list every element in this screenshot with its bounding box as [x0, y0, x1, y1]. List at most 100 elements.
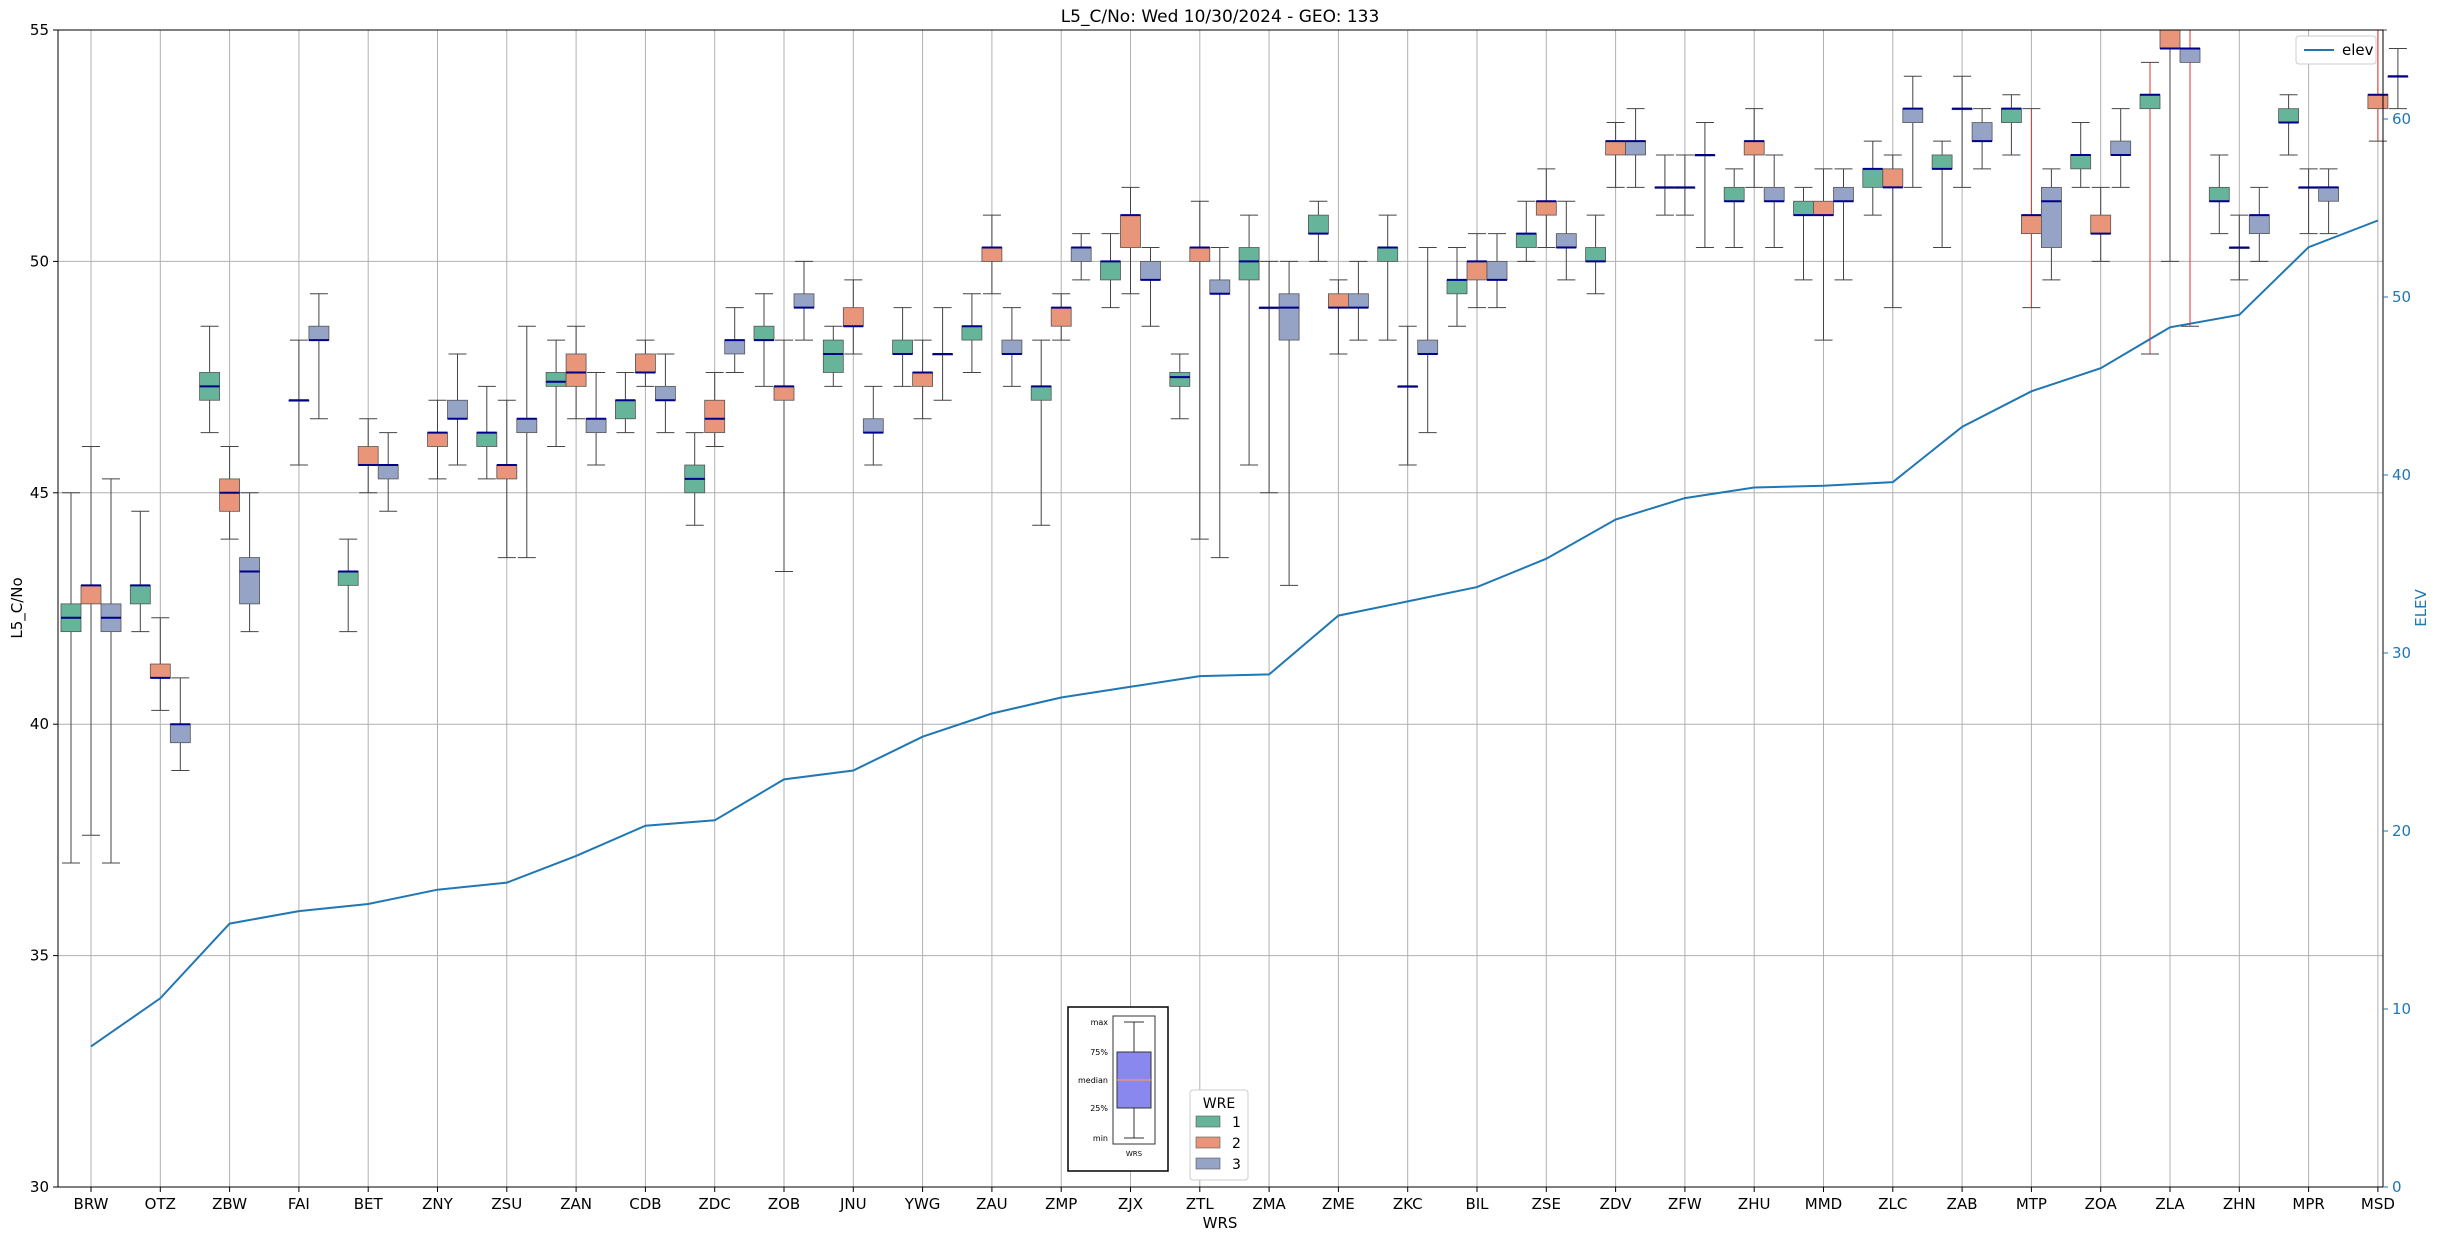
box-body: [1902, 108, 1924, 123]
wre-legend: WRE 1 2 3: [1189, 1089, 1249, 1181]
box-wre1-JNU: [822, 325, 844, 387]
x-tick-label: ZAB: [1947, 1195, 1978, 1213]
box-body: [842, 307, 864, 327]
wre-legend-label-3: 3: [1232, 1157, 1241, 1173]
y2-tick-label: 50: [2392, 288, 2411, 306]
box-body: [2278, 108, 2300, 123]
y2-tick-label: 0: [2392, 1178, 2402, 1196]
wre-legend-label-1: 1: [1232, 1115, 1241, 1131]
box-wre3-ZLC: [1902, 75, 1924, 188]
box-wre1-ZJX: [1100, 233, 1121, 309]
box-body: [2318, 186, 2340, 202]
box-wre2-ZAB: [1951, 75, 1973, 188]
box-wre2-ZSU: [496, 399, 518, 559]
box-wre2-BET: [357, 418, 379, 494]
box-wre2-ZDV: [1605, 122, 1626, 188]
x-tick-label: ZHN: [2223, 1195, 2256, 1213]
box-wre3-OTZ: [169, 677, 191, 771]
box-wre1-ZOB: [753, 293, 775, 387]
box-body: [2090, 214, 2112, 235]
box-body: [2070, 154, 2092, 170]
box-body: [1625, 140, 1646, 156]
box-wre2-ZKC: [1397, 325, 1419, 466]
x-tick-label: ZOB: [768, 1195, 800, 1213]
box-body: [2001, 108, 2022, 123]
box-wre1-ZAU: [961, 293, 983, 373]
box-body: [753, 325, 775, 341]
box-body: [1070, 247, 1092, 262]
box-body: [337, 571, 359, 586]
box-wre1-ZSE: [1515, 200, 1537, 262]
box-wre2-MMD: [1813, 168, 1834, 341]
key-label-median: median: [1078, 1076, 1108, 1085]
box-body: [615, 399, 636, 420]
box-wre3-ZKC: [1417, 247, 1439, 434]
box-body: [1446, 279, 1468, 295]
box-wre1-ZLC: [1862, 140, 1884, 216]
box-wre2-FAI: [288, 339, 310, 466]
box-wre1-ZAB: [1931, 140, 1953, 249]
box-wre2-YWG: [912, 339, 933, 420]
box-body: [2041, 186, 2062, 248]
box-wre2-MPR: [2298, 168, 2320, 235]
box-body: [219, 478, 241, 512]
x-tick-label: ZNY: [422, 1195, 453, 1213]
x-tick-label: ZFW: [1668, 1195, 1702, 1213]
box-wre3-ZAB: [1971, 108, 1993, 170]
box-body: [912, 372, 933, 387]
box-body: [1862, 168, 1884, 188]
box-wre1-ZSU: [476, 385, 498, 480]
wre-legend-label-2: 2: [1232, 1136, 1241, 1152]
box-body: [2208, 186, 2230, 202]
box-body: [1515, 233, 1537, 248]
box-body: [169, 723, 191, 744]
box-wre3-JNU: [862, 385, 884, 466]
box-wre2-JNU: [842, 279, 864, 355]
box-wre3-ZMP: [1070, 233, 1092, 281]
box-body: [1120, 214, 1141, 248]
box-wre3-ZSE: [1555, 200, 1577, 281]
box-wre3-BET: [377, 432, 399, 512]
box-wre2-ZOA: [2090, 186, 2112, 262]
box-wre2-ZSE: [1535, 168, 1557, 249]
x-tick-label: BET: [354, 1195, 384, 1213]
box-wre2-ZFW: [1674, 154, 1696, 216]
x-tick-label: MMD: [1805, 1195, 1842, 1213]
box-body: [724, 339, 746, 355]
box-wre3-ZAU: [1001, 307, 1023, 387]
box-body: [377, 464, 399, 480]
box-body: [585, 418, 607, 434]
box-wre1-ZKC: [1377, 214, 1399, 341]
box-layer: [60, 29, 2409, 864]
y-tick-label: 30: [30, 1178, 49, 1196]
plot-frame: [57, 29, 2384, 1188]
box-body: [1585, 247, 1606, 262]
x-tick-label: ZMA: [1252, 1195, 1286, 1213]
x-tick-label: OTZ: [145, 1195, 176, 1213]
box-body: [2179, 48, 2201, 63]
box-body: [1555, 233, 1577, 248]
y2-tick-label: 10: [2392, 1000, 2411, 1018]
box-wre1-BIL: [1446, 247, 1468, 327]
wre-legend-title: WRE: [1203, 1096, 1235, 1112]
box-wre1-YWG: [892, 307, 913, 387]
box-wre2-ZLC: [1882, 154, 1904, 309]
box-body: [1971, 122, 1993, 142]
box-body: [1377, 247, 1399, 262]
x-tick-label: ZSE: [1532, 1195, 1561, 1213]
y-tick-label: 35: [30, 947, 49, 965]
box-body: [793, 293, 815, 309]
box-wre2-BIL: [1466, 233, 1488, 309]
box-wre2-ZNY: [427, 399, 448, 480]
box-body: [2110, 140, 2132, 156]
box-body: [635, 353, 656, 373]
box-wre3-ZOA: [2110, 108, 2132, 188]
box-wre2-ZBW: [219, 446, 241, 540]
boxplot-key-inset: max 75% median 25% min WRS: [1067, 1006, 1169, 1172]
box-body: [655, 385, 676, 401]
x-tick-label: ZDC: [699, 1195, 731, 1213]
box-body: [773, 385, 795, 401]
box-wre2-CDB: [635, 339, 656, 387]
elev-line: [90, 219, 2379, 1048]
box-wre3-ZJX: [1140, 247, 1161, 327]
